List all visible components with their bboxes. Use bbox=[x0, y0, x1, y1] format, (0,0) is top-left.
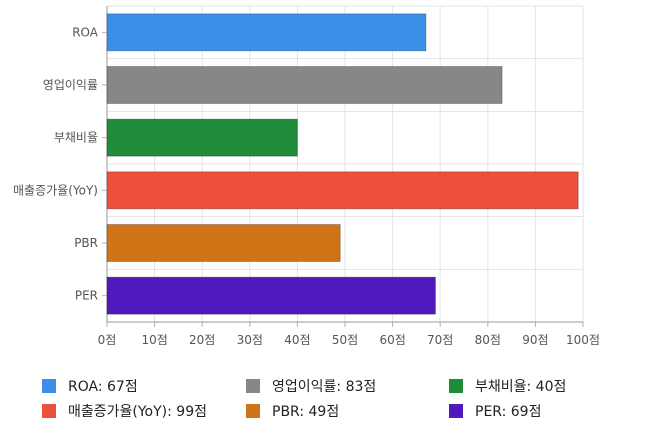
x-tick-label: 70점 bbox=[427, 333, 453, 347]
bar bbox=[106, 118, 298, 157]
category-label: 영업이익률 bbox=[43, 78, 98, 92]
category-label: 매출증가율(YoY) bbox=[13, 183, 98, 197]
bar bbox=[106, 276, 436, 315]
bar bbox=[106, 13, 427, 52]
x-tick-label: 100점 bbox=[566, 333, 600, 347]
x-tick-label: 50점 bbox=[332, 333, 358, 347]
x-tick-label: 90점 bbox=[522, 333, 548, 347]
category-label: PER bbox=[75, 289, 98, 303]
x-tick-label: 10점 bbox=[141, 333, 167, 347]
bar bbox=[106, 171, 579, 210]
category-label: 부채비율 bbox=[54, 131, 98, 145]
x-tick-label: 60점 bbox=[379, 333, 405, 347]
category-label: ROA bbox=[72, 25, 99, 39]
category-label: PBR bbox=[74, 236, 98, 250]
x-tick-label: 20점 bbox=[189, 333, 215, 347]
x-tick-label: 40점 bbox=[284, 333, 310, 347]
x-tick-label: 30점 bbox=[237, 333, 263, 347]
bar bbox=[106, 66, 503, 104]
bar bbox=[106, 224, 341, 262]
x-tick-label: 80점 bbox=[475, 333, 501, 347]
x-tick-label: 0점 bbox=[98, 333, 117, 347]
